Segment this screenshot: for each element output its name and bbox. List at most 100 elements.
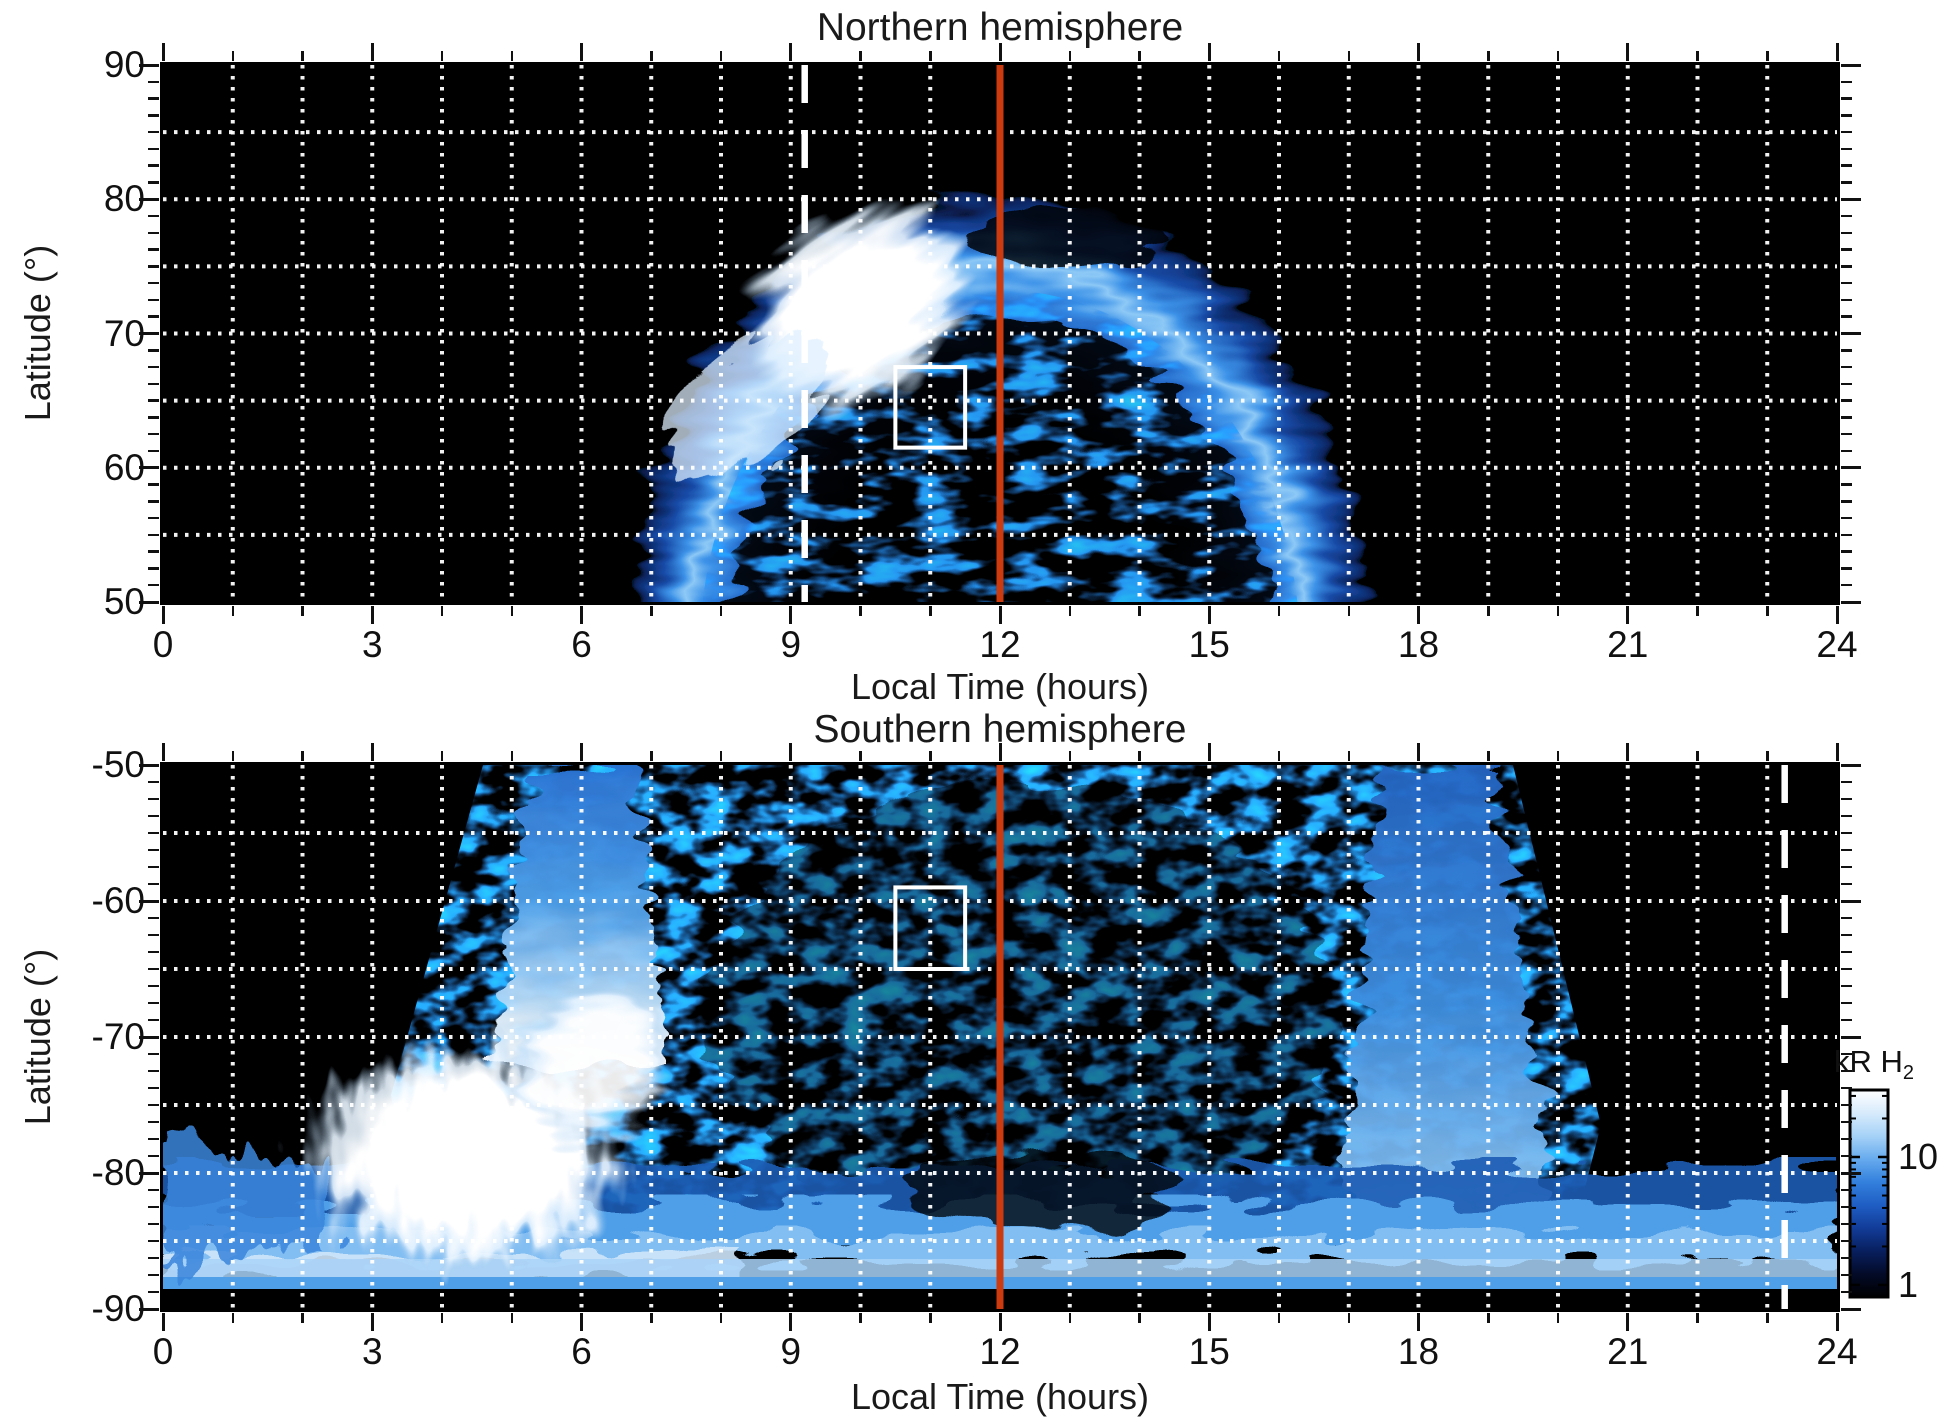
y-tick <box>139 899 159 903</box>
x-tick <box>370 606 374 624</box>
x-tick-label: 15 <box>1188 1331 1230 1372</box>
colorbar-gradient <box>1848 1088 1890 1299</box>
x-tick-label: 24 <box>1816 1331 1858 1372</box>
x-tick <box>231 1313 234 1323</box>
colorbar <box>1848 1088 1890 1299</box>
x-tick <box>998 43 1002 61</box>
xlabel-south: Local Time (hours) <box>850 1376 1150 1417</box>
x-tick <box>1835 1313 1839 1331</box>
y-tick <box>148 164 159 167</box>
y-tick <box>1841 349 1852 352</box>
y-tick <box>148 1273 159 1277</box>
x-tick <box>1766 751 1769 761</box>
y-tick <box>148 882 159 886</box>
y-tick <box>1841 814 1852 818</box>
y-tick <box>148 516 159 520</box>
x-tick <box>650 1313 653 1323</box>
x-tick <box>1417 743 1420 761</box>
y-tick <box>1841 130 1852 134</box>
y-tick <box>148 231 159 235</box>
x-tick <box>998 1313 1002 1331</box>
y-tick <box>148 797 159 801</box>
y-tick <box>1841 865 1852 869</box>
y-tick <box>139 1307 159 1311</box>
x-tick-label: 6 <box>571 1331 592 1372</box>
x-tick-label: 12 <box>979 624 1021 665</box>
x-tick <box>1347 1313 1350 1323</box>
x-tick-label: 0 <box>152 1331 174 1372</box>
x-tick <box>859 51 862 61</box>
colorbar-label-subscript: 2 <box>1902 1062 1915 1085</box>
y-tick <box>1841 1001 1852 1005</box>
y-tick <box>148 365 159 369</box>
x-tick <box>1487 1313 1490 1323</box>
noon-notch-art <box>963 207 1163 267</box>
x-tick <box>440 606 444 616</box>
x-tick <box>1207 1313 1211 1331</box>
aurora-map-north <box>163 65 1837 602</box>
colorbar-tick-label: 1 <box>1898 1264 1919 1305</box>
y-tick <box>139 1171 159 1175</box>
x-tick <box>1696 1313 1699 1323</box>
y-tick <box>1841 248 1852 251</box>
y-tick <box>148 432 159 436</box>
y-tick <box>1841 1154 1852 1158</box>
y-tick-label: -70 <box>91 1016 145 1057</box>
x-tick <box>231 51 234 61</box>
x-tick <box>1766 51 1769 61</box>
y-tick <box>148 1222 159 1226</box>
y-tick <box>148 967 159 971</box>
y-tick <box>148 1086 159 1090</box>
x-tick <box>580 1313 583 1331</box>
x-tick-label: 6 <box>571 624 592 665</box>
x-tick <box>161 1313 165 1331</box>
x-tick <box>719 751 723 761</box>
x-tick <box>580 43 583 61</box>
x-tick <box>440 1313 444 1323</box>
x-tick <box>929 51 932 61</box>
x-tick <box>1487 751 1490 761</box>
x-tick <box>859 606 862 616</box>
bright-patch-tail-art <box>667 334 829 480</box>
y-tick <box>148 248 159 251</box>
y-tick <box>148 500 159 503</box>
x-tick <box>789 743 793 761</box>
y-tick <box>148 1188 159 1192</box>
y-tick <box>1841 848 1852 852</box>
x-tick-label: 21 <box>1607 1331 1649 1372</box>
x-tick <box>859 751 862 761</box>
x-tick <box>1626 606 1630 624</box>
x-tick <box>789 1313 793 1331</box>
y-tick <box>1841 1273 1852 1277</box>
y-tick <box>1841 916 1852 920</box>
y-tick <box>1841 231 1852 235</box>
x-tick <box>510 1313 513 1323</box>
x-tick-label: 9 <box>780 1331 802 1372</box>
y-tick <box>148 1069 159 1073</box>
x-tick <box>510 51 513 61</box>
y-tick <box>1841 382 1852 386</box>
colorbar-label: kR H2 <box>1834 1044 1915 1085</box>
y-tick <box>148 1137 159 1141</box>
x-tick <box>650 51 653 61</box>
x-tick-label: 24 <box>1816 624 1858 665</box>
x-tick <box>859 1313 862 1323</box>
x-tick <box>998 606 1002 624</box>
x-tick-label: 3 <box>361 624 383 665</box>
y-tick <box>148 298 159 302</box>
y-tick-label: 50 <box>103 581 145 622</box>
x-tick <box>440 51 444 61</box>
y-tick <box>1841 315 1852 318</box>
x-tick <box>1696 751 1699 761</box>
x-tick <box>1277 751 1281 761</box>
x-tick <box>1556 1313 1560 1323</box>
y-tick <box>1841 483 1852 486</box>
y-tick <box>139 600 159 604</box>
x-tick <box>510 751 513 761</box>
y-tick <box>1841 899 1861 903</box>
x-tick-label: 0 <box>152 624 174 665</box>
x-tick <box>301 751 304 761</box>
x-tick <box>789 43 793 61</box>
x-tick <box>161 743 165 761</box>
x-tick <box>929 1313 932 1323</box>
